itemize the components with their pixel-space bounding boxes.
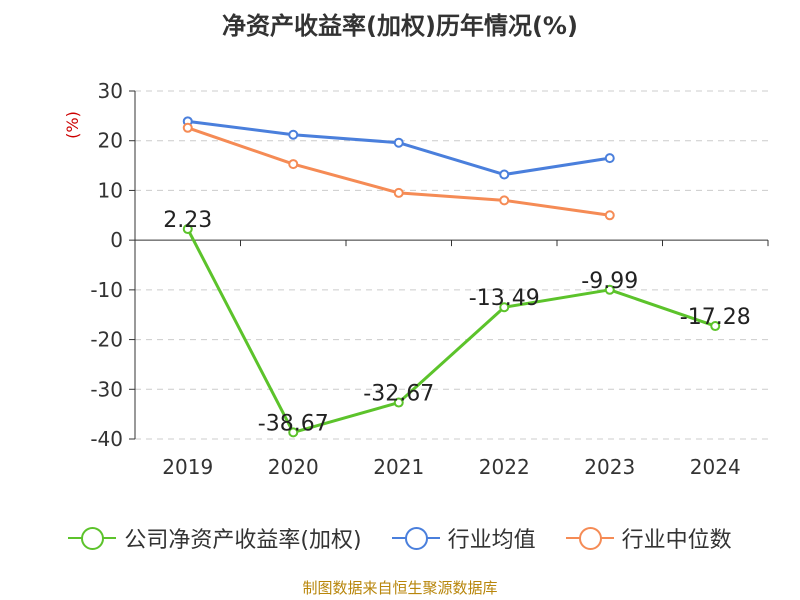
y-axis-unit-label: (%) [63,111,82,139]
legend-label-company: 公司净资产收益率(加权) [124,528,362,553]
data-label: -32.67 [363,382,434,407]
data-point-company [182,224,193,235]
x-tick-label: 2021 [373,455,424,479]
legend-circle-icon [81,527,105,550]
data-point-industry_avg [393,137,404,148]
legend-circle-icon [578,527,602,550]
legend-item-company[interactable]: 公司净资产收益率(加权) [68,522,362,554]
legend-marker-industry-median [565,526,614,550]
legend-item-industry-median[interactable]: 行业中位数 [565,522,732,554]
legend-label-industry-avg: 行业均值 [447,528,536,553]
x-tick-label: 2020 [268,455,319,479]
series-line-company [186,228,716,434]
data-point-industry_avg [604,153,615,164]
data-point-company [393,397,404,408]
y-tick-label: 30 [98,79,123,103]
legend: 公司净资产收益率(加权) 行业均值 行业中位数 [0,518,800,558]
y-tick-label: -10 [90,278,123,302]
legend-label-industry-median: 行业中位数 [621,528,732,553]
legend-circle-icon [404,527,428,550]
data-point-company [288,427,299,438]
data-point-company [604,284,615,295]
y-tick-label: -20 [90,328,123,352]
data-label: -38.67 [258,411,329,436]
data-point-industry_median [182,122,193,133]
data-source-note: 制图数据来自恒生聚源数据库 [302,579,498,597]
y-tick-label: 20 [98,129,123,153]
legend-marker-company [68,526,117,550]
data-point-company [710,321,721,332]
data-label: -17.28 [680,305,751,330]
chart-title: 净资产收益率(加权)历年情况(%) [222,12,578,40]
data-label: 2.23 [163,208,212,233]
legend-marker-industry-avg [391,526,440,550]
x-tick-label: 2023 [584,455,635,479]
data-label: -13.49 [469,286,540,311]
data-point-company [499,302,510,313]
y-tick-label: -30 [90,377,123,401]
legend-item-industry-avg[interactable]: 行业均值 [391,522,536,554]
data-point-industry_median [499,195,510,206]
x-tick-label: 2022 [479,455,530,479]
y-tick-label: 0 [110,228,123,252]
y-tick-label: 10 [98,178,123,202]
y-tick-label: -40 [90,427,123,451]
data-point-industry_median [393,187,404,198]
data-label: -9.99 [581,269,638,294]
x-tick-label: 2024 [690,455,741,479]
data-point-industry_median [604,210,615,221]
data-point-industry_median [288,159,299,170]
x-tick-label: 2019 [162,455,213,479]
series-line-industry_avg [187,119,610,177]
data-point-industry_avg [499,169,510,180]
data-point-industry_avg [288,129,299,140]
